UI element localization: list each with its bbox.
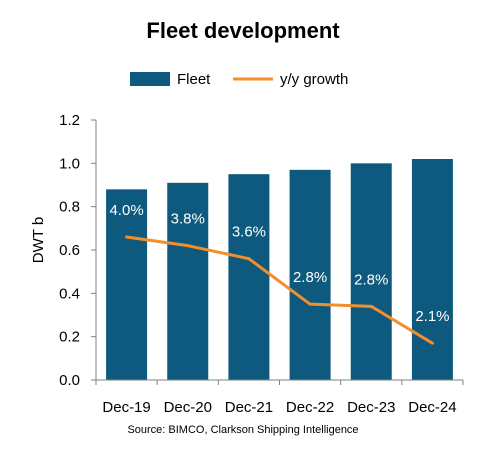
x-tick-label: Dec-19 [102, 399, 150, 416]
fleet-bar [106, 189, 148, 380]
growth-point [308, 302, 312, 306]
growth-point [125, 235, 129, 239]
growth-point [247, 257, 251, 261]
legend-growth-label: y/y growth [280, 71, 348, 88]
fleet-bar [350, 163, 392, 380]
y-tick-label: 1.2 [59, 112, 80, 129]
growth-data-label: 2.8% [293, 269, 327, 286]
fleet-bar [228, 174, 270, 380]
chart-title: Fleet development [146, 18, 340, 43]
legend-fleet-swatch [130, 72, 170, 86]
y-tick-label: 0.4 [59, 285, 80, 302]
growth-data-label: 2.1% [415, 308, 449, 325]
x-tick-label: Dec-22 [286, 399, 334, 416]
y-tick-label: 0.6 [59, 242, 80, 259]
growth-data-label: 2.8% [354, 271, 388, 288]
x-tick-label: Dec-20 [164, 399, 212, 416]
fleet-bar [167, 182, 209, 380]
fleet-bar [289, 169, 331, 380]
y-tick-label: 0.8 [59, 199, 80, 216]
y-tick-label: 1.0 [59, 155, 80, 172]
fleet-bar [411, 159, 453, 380]
y-axis-title: DWT b [30, 217, 47, 263]
growth-point [430, 341, 434, 345]
x-tick-label: Dec-23 [347, 399, 395, 416]
growth-data-label: 3.8% [171, 211, 205, 228]
growth-data-label: 3.6% [232, 224, 266, 241]
x-tick-label: Dec-21 [225, 399, 273, 416]
growth-line [126, 235, 434, 345]
growth-point [186, 244, 190, 248]
x-tick-label: Dec-24 [408, 399, 456, 416]
y-tick-label: 0.2 [59, 329, 80, 346]
chart-source: Source: BIMCO, Clarkson Shipping Intelli… [127, 424, 359, 436]
growth-data-label: 4.0% [109, 202, 143, 219]
y-tick-label: 0.0 [59, 372, 80, 389]
legend-fleet-label: Fleet [177, 71, 211, 88]
growth-point [369, 304, 373, 308]
